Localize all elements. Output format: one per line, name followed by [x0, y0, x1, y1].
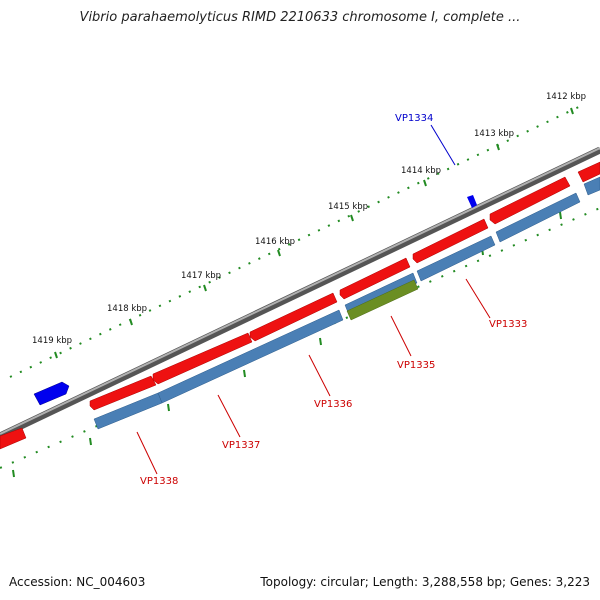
- tick-label-1416: 1416 kbp: [255, 237, 295, 247]
- tick-label-1415: 1415 kbp: [328, 202, 368, 212]
- gene-label-vp1335[interactable]: VP1335: [397, 360, 435, 371]
- gene-label-vp1336[interactable]: VP1336: [314, 399, 352, 410]
- map-title: Vibrio parahaemolyticus RIMD 2210633 chr…: [79, 10, 521, 25]
- chromosome-backbone-highlight: [0, 147, 600, 435]
- topology-summary-text: Topology: circular; Length: 3,288,558 bp…: [260, 575, 590, 589]
- blue-feature-arrow[interactable]: [33, 381, 70, 406]
- tick-label-1414: 1414 kbp: [401, 166, 441, 176]
- bar-6: [93, 392, 163, 430]
- bar-1: [583, 176, 600, 196]
- gene-label-vp1337[interactable]: VP1337: [222, 440, 260, 451]
- cds-forward-8: [0, 427, 27, 450]
- cds-forward-6: [152, 332, 253, 385]
- accession-text: Accession: NC_004603: [9, 575, 146, 589]
- tick-label-1418: 1418 kbp: [107, 304, 147, 314]
- cds-forward-4: [339, 257, 411, 300]
- cds-forward-2: [489, 176, 571, 225]
- gene-label-vp1333[interactable]: VP1333: [489, 319, 527, 330]
- bar-2: [495, 192, 581, 243]
- gene-label-vp1338[interactable]: VP1338: [140, 476, 178, 487]
- cds-forward-7: [89, 375, 157, 411]
- cds-forward-3: [412, 218, 489, 264]
- bar-highlight: [346, 279, 419, 321]
- bar-3: [416, 235, 496, 282]
- cds-forward-5: [249, 292, 338, 342]
- forward-cds[interactable]: [0, 161, 600, 450]
- tick-label-1413: 1413 kbp: [474, 129, 514, 139]
- tick-label-1419: 1419 kbp: [32, 336, 72, 346]
- bar-5: [157, 309, 344, 404]
- blue-feature-small[interactable]: [467, 195, 477, 208]
- gene-label-vp1334[interactable]: VP1334: [395, 113, 433, 124]
- gene-leaders: [136, 124, 491, 475]
- tick-label-1417: 1417 kbp: [181, 271, 221, 281]
- cds-forward-1: [577, 161, 600, 183]
- chromosome-backbone: [0, 146, 600, 440]
- reverse-bars[interactable]: [93, 176, 600, 430]
- tick-label-1412: 1412 kbp: [546, 92, 586, 102]
